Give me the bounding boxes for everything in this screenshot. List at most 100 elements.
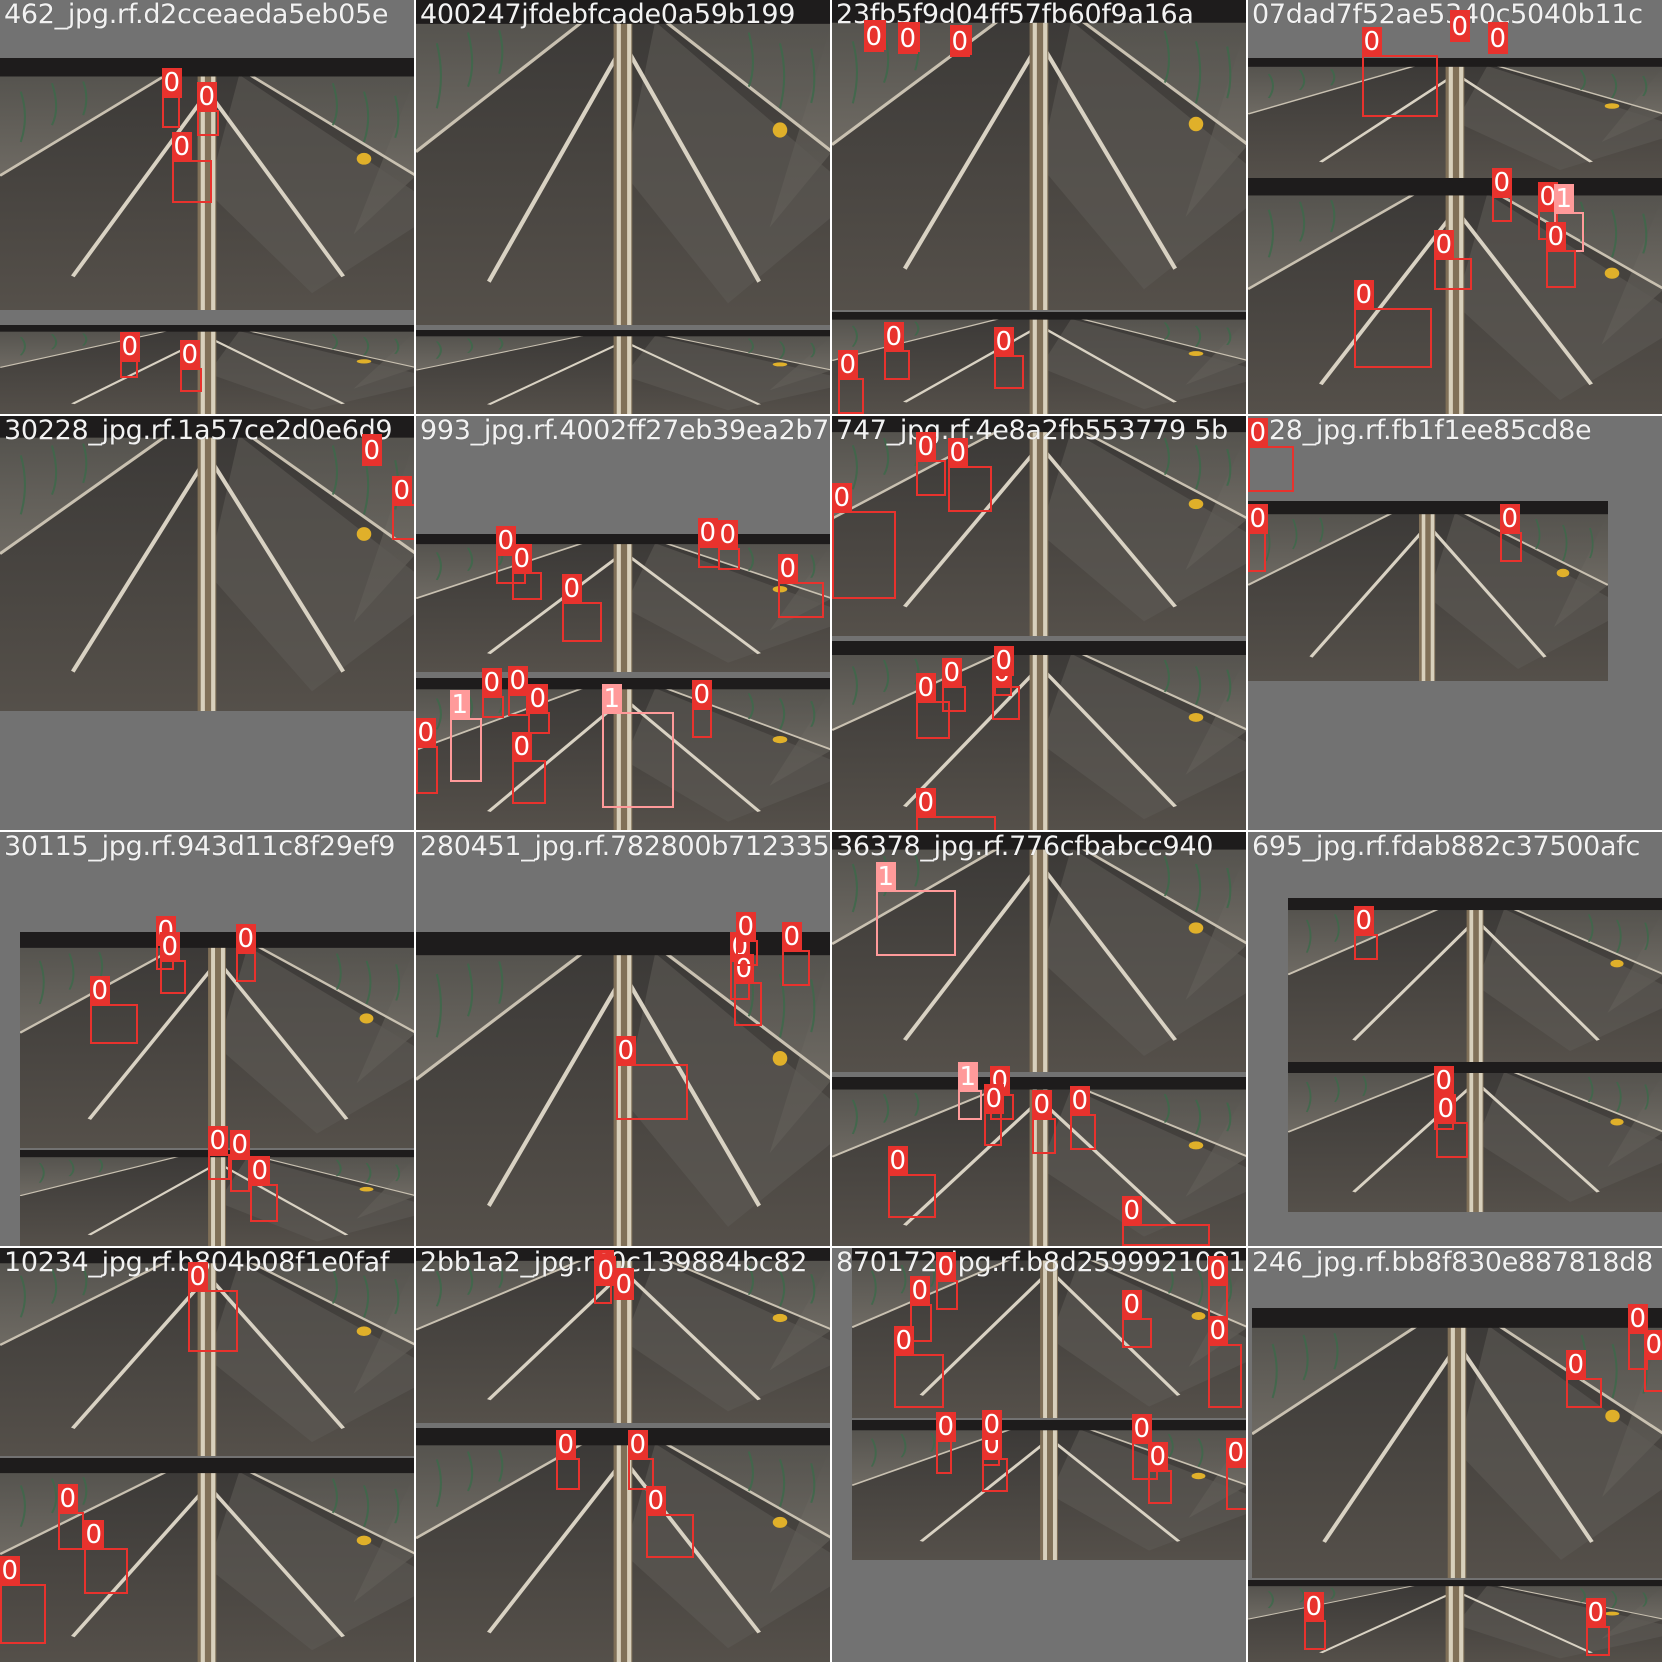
class-label: 0 — [159, 932, 181, 962]
detection-box: 0 — [1643, 1330, 1662, 1392]
detection-box: 0 — [161, 68, 183, 128]
detection-box: 0 — [361, 434, 383, 466]
tunnel-scene — [852, 1248, 1246, 1418]
image-filename: 993_jpg.rf.4002ff27eb39ea2b7 — [420, 416, 830, 446]
tunnel-scene — [832, 312, 1246, 414]
class-label: 0 — [1121, 1196, 1143, 1226]
class-label: 1 — [957, 1062, 979, 1092]
tunnel-scene — [832, 641, 1246, 830]
detection-box: 0 — [1303, 1592, 1326, 1650]
detection-box: 0 — [1491, 168, 1513, 222]
tunnel-scene — [832, 0, 1246, 310]
detection-box: 0 — [1487, 22, 1509, 54]
detection-box: 0 — [481, 668, 504, 718]
detection-box: 0 — [171, 132, 212, 203]
class-label: 0 — [249, 1156, 271, 1186]
class-label: 0 — [1207, 1256, 1229, 1286]
class-label: 0 — [1353, 906, 1375, 936]
class-label: 0 — [1248, 504, 1269, 534]
detection-box: 0 — [1565, 1350, 1602, 1408]
class-label: 0 — [1069, 1086, 1091, 1116]
class-label: 0 — [416, 718, 437, 748]
detection-box: 0 — [416, 718, 438, 794]
tunnel-photo — [1248, 501, 1608, 681]
tunnel-scene — [416, 330, 830, 414]
mosaic-tile: 246_jpg.rf.bb8f830e887818d8 0 0 0 0 0 — [1248, 1248, 1664, 1664]
detection-box: 0 — [893, 1326, 944, 1408]
class-label: 0 — [733, 954, 755, 984]
class-label: 0 — [735, 912, 757, 942]
tunnel-photo — [1288, 898, 1662, 1062]
detection-box: 0 — [947, 438, 992, 512]
detection-box: 0 — [527, 684, 550, 734]
mosaic-tile: 462_jpg.rf.d2cceaeda5eb05e 0 0 0 0 0 — [0, 0, 416, 416]
image-filename: 07dad7f52ae5340c5040b11c — [1252, 0, 1643, 30]
class-label: 0 — [883, 322, 905, 352]
tunnel-photo — [832, 641, 1246, 830]
tunnel-scene — [416, 1428, 830, 1662]
detection-box: 0 — [993, 646, 1015, 696]
tunnel-scene — [832, 832, 1246, 1072]
class-label: 0 — [361, 436, 383, 466]
tunnel-scene — [1252, 1308, 1662, 1578]
image-filename: 30115_jpg.rf.943d11c8f29ef9 — [4, 832, 396, 862]
class-label: 0 — [1499, 504, 1521, 534]
detection-box: 0 — [159, 932, 186, 994]
class-label: 0 — [207, 1126, 229, 1156]
class-label: 0 — [993, 646, 1015, 676]
detection-box: 0 — [993, 327, 1024, 389]
class-label: 0 — [179, 340, 201, 370]
class-label: 1 — [601, 684, 623, 714]
class-label: 0 — [1121, 1290, 1143, 1320]
class-label: 0 — [832, 483, 853, 513]
detection-box: 0 — [1121, 1290, 1152, 1348]
tunnel-photo — [852, 1248, 1246, 1418]
mosaic-tile: 400247jfdebfcade0a59b199000 — [416, 0, 832, 416]
class-label: 0 — [941, 658, 963, 688]
class-label: 0 — [1643, 1330, 1663, 1360]
tunnel-scene — [0, 1248, 414, 1456]
class-label: 0 — [691, 680, 713, 710]
detection-box: 0 — [1499, 504, 1522, 562]
detection-box: 0 — [883, 322, 910, 380]
detection-box: 0 — [511, 732, 546, 804]
detection-box: 0 — [1207, 1256, 1229, 1324]
detection-box: 0 — [196, 82, 219, 136]
detection-box: 0 — [837, 350, 864, 414]
detection-box: 0 — [981, 1410, 1003, 1466]
class-label: 0 — [1131, 1414, 1153, 1444]
detection-box: 0 — [863, 20, 886, 52]
tunnel-photo — [1248, 58, 1662, 178]
detection-box: 0 — [1449, 10, 1471, 42]
tunnel-photo — [416, 1428, 830, 1662]
class-label: 0 — [1545, 222, 1567, 252]
detection-box: 0 — [1147, 1442, 1172, 1504]
detection-box: 0 — [909, 1276, 932, 1342]
detection-box: 0 — [935, 1412, 957, 1474]
class-label: 0 — [561, 574, 583, 604]
mosaic-tile: 870172_jpg.rf.b8d2599921081 0 0 0 0 0 0 0 0 0 0 0 0 — [832, 1248, 1248, 1664]
detection-box: 0 — [1207, 1316, 1242, 1408]
class-label: 0 — [1353, 280, 1375, 310]
image-filename: 870172_jpg.rf.b8d2599921081 — [836, 1248, 1246, 1278]
tunnel-photo — [1288, 1062, 1662, 1212]
class-label: 0 — [915, 432, 937, 462]
tunnel-photo — [1252, 1308, 1662, 1578]
class-label: 0 — [697, 518, 719, 548]
detection-box: 0 — [249, 1156, 278, 1222]
class-label: 1 — [1553, 184, 1575, 214]
class-label: 0 — [1361, 27, 1383, 57]
detection-box: 0 — [235, 924, 257, 982]
detection-box: 0 — [1433, 230, 1472, 290]
class-label: 0 — [935, 1412, 957, 1442]
detection-box: 0 — [645, 1486, 694, 1558]
class-label: 0 — [511, 544, 533, 574]
class-label: 0 — [235, 924, 257, 954]
tunnel-photo — [416, 534, 830, 672]
class-label: 0 — [187, 1262, 209, 1292]
class-label: 0 — [1537, 182, 1559, 212]
class-label: 0 — [171, 132, 193, 162]
class-label: 0 — [89, 976, 111, 1006]
detection-box: 1 — [449, 690, 482, 782]
image-filename: 747_jpg.rf.4e8a2fb553779 5b — [836, 416, 1228, 446]
